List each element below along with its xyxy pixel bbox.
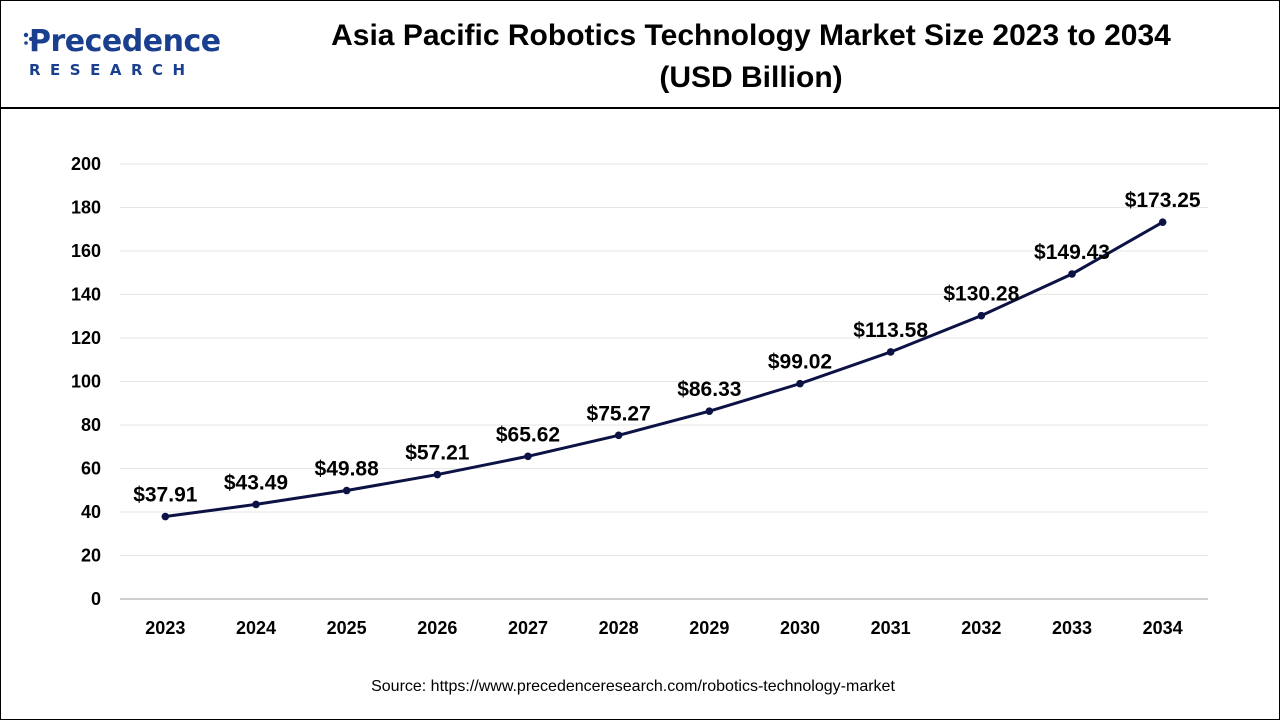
y-tick-label: 200 xyxy=(71,154,101,174)
x-tick-label: 2033 xyxy=(1052,618,1092,638)
x-tick-label: 2030 xyxy=(780,618,820,638)
y-tick-label: 180 xyxy=(71,198,101,218)
data-point xyxy=(614,431,623,440)
logo: Precedence RESEARCH xyxy=(21,25,221,85)
y-axis-ticks: 0 20 40 60 80 100 120 140 160 180 200 xyxy=(71,154,101,609)
data-point xyxy=(705,407,714,416)
data-label: $43.49 xyxy=(224,471,288,494)
chart-title: Asia Pacific Robotics Technology Market … xyxy=(261,15,1241,99)
header: Precedence RESEARCH Asia Pacific Robotic… xyxy=(1,1,1279,109)
series-line xyxy=(165,220,1164,519)
grid-lines xyxy=(120,163,1208,556)
data-point xyxy=(161,512,170,521)
x-tick-label: 2026 xyxy=(417,618,457,638)
y-tick-label: 80 xyxy=(81,415,101,435)
logo-wordmark: Precedence xyxy=(29,24,221,59)
x-tick-label: 2031 xyxy=(871,618,911,638)
x-tick-label: 2027 xyxy=(508,618,548,638)
x-tick-label: 2024 xyxy=(236,618,276,638)
data-point xyxy=(252,500,260,509)
y-tick-label: 40 xyxy=(81,502,101,522)
x-tick-label: 2023 xyxy=(145,618,185,638)
data-labels: $37.91 $43.49 $49.88 $57.21 $65.62 $75.27 $86.… xyxy=(133,189,1201,506)
data-label: $37.91 xyxy=(133,484,198,507)
y-tick-label: 0 xyxy=(91,589,101,609)
y-tick-label: 20 xyxy=(81,546,101,566)
x-tick-label: 2025 xyxy=(327,618,367,638)
data-point xyxy=(524,452,532,461)
data-label: $149.43 xyxy=(1034,241,1110,264)
line-chart: 0 20 40 60 80 100 120 140 160 180 200 2023 2024 2025… xyxy=(71,154,1208,638)
data-label: $57.21 xyxy=(405,442,470,465)
x-axis-ticks: 2023 2024 2025 2026 2027 2028 2029 2030 2031 2032… xyxy=(145,618,1182,638)
chart-title-line-2: (USD Billion) xyxy=(659,61,843,94)
x-tick-label: 2032 xyxy=(961,618,1001,638)
data-label: $130.28 xyxy=(943,283,1019,306)
data-point xyxy=(1068,270,1076,278)
data-label: $65.62 xyxy=(496,423,560,446)
data-label: $99.02 xyxy=(768,351,832,374)
y-tick-label: 100 xyxy=(71,372,101,392)
data-label: $49.88 xyxy=(315,458,380,481)
logo-mark-icon xyxy=(23,32,33,45)
data-point xyxy=(433,470,442,479)
chart-title-line-1: Asia Pacific Robotics Technology Market … xyxy=(331,19,1171,52)
data-label: $173.25 xyxy=(1125,189,1201,212)
data-point xyxy=(796,379,804,388)
x-tick-label: 2028 xyxy=(599,618,639,638)
y-tick-label: 160 xyxy=(71,241,101,261)
y-tick-label: 60 xyxy=(81,459,101,479)
data-point xyxy=(886,348,895,356)
y-tick-label: 120 xyxy=(71,328,101,348)
data-point xyxy=(342,486,351,495)
data-point xyxy=(977,311,986,320)
data-points xyxy=(161,218,1167,521)
data-label: $75.27 xyxy=(587,402,651,425)
data-label: $113.58 xyxy=(853,319,928,342)
x-tick-label: 2034 xyxy=(1143,618,1183,638)
logo-subtitle: RESEARCH xyxy=(29,61,195,79)
y-tick-label: 140 xyxy=(71,285,101,305)
data-point xyxy=(1158,218,1167,226)
x-tick-label: 2029 xyxy=(689,618,729,638)
data-label: $86.33 xyxy=(677,378,741,401)
source-note: Source: https://www.precedenceresearch.c… xyxy=(371,678,895,695)
